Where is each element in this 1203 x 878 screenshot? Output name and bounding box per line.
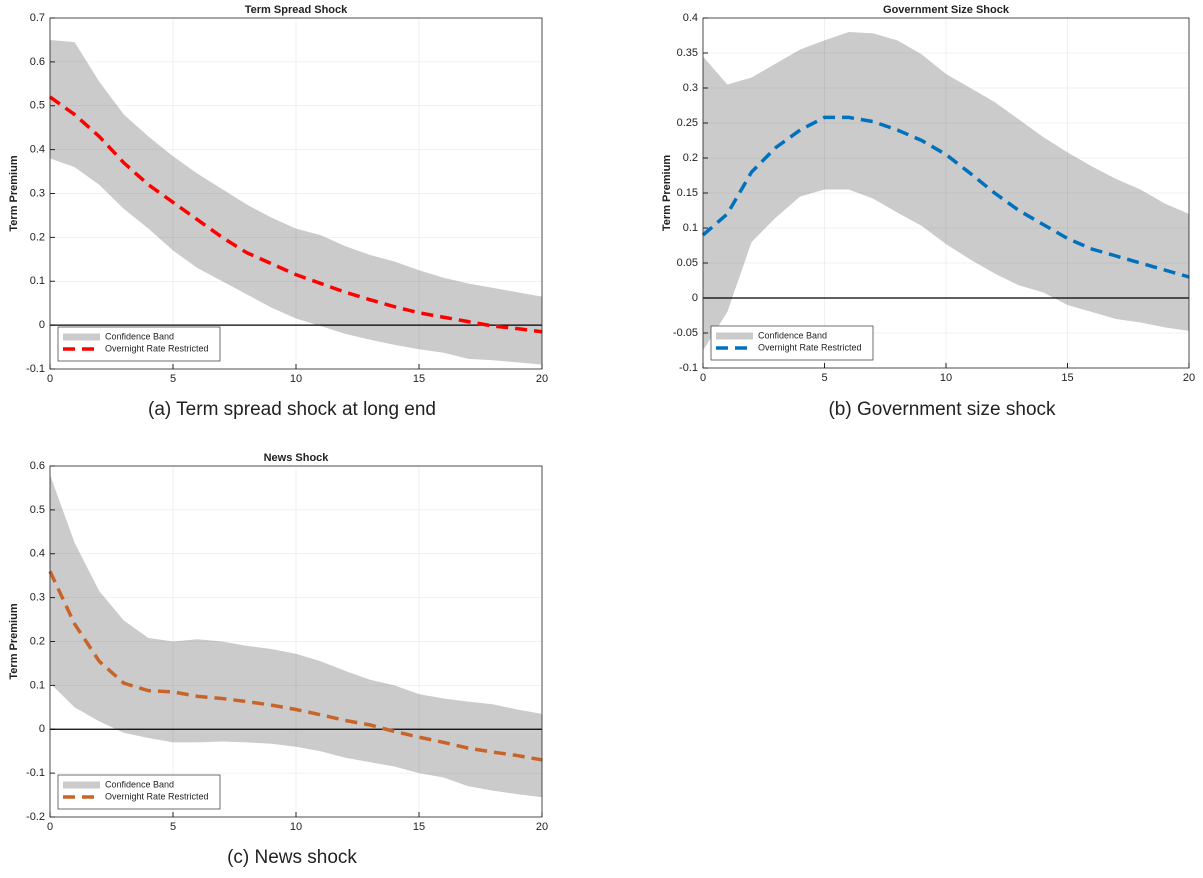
y-tick-label: 0.25 <box>677 117 698 129</box>
y-tick-label: 0.15 <box>677 187 698 199</box>
y-tick-label: 0.5 <box>30 504 45 516</box>
x-tick-label: 10 <box>290 373 302 385</box>
y-tick-label: 0.1 <box>30 679 45 691</box>
y-tick-label: 0.4 <box>683 12 698 24</box>
y-tick-label: 0.4 <box>30 548 45 560</box>
line <box>701 115 1190 279</box>
legend-swatch <box>63 333 100 341</box>
y-tick-label: 0.6 <box>30 460 45 472</box>
legend-swatch <box>63 781 100 789</box>
y-tick-label: -0.2 <box>26 811 45 823</box>
chart-title: News Shock <box>264 452 330 464</box>
axes-frame <box>49 17 543 370</box>
legend-label: Overnight Rate Restricted <box>758 342 862 352</box>
legend-box <box>57 774 221 810</box>
y-axis-label: Term Premium <box>8 155 20 231</box>
x-tick-label: 5 <box>170 821 176 833</box>
x-tick-label: 15 <box>413 373 425 385</box>
confidence-band <box>50 39 542 365</box>
x-tick-label: 0 <box>47 821 53 833</box>
y-tick-label: 0 <box>692 292 698 304</box>
line <box>48 570 543 762</box>
y-tick-label: -0.05 <box>673 327 698 339</box>
legend-label: Overnight Rate Restricted <box>105 791 209 801</box>
y-tick-label: 0.2 <box>30 635 45 647</box>
x-tick-label: 20 <box>1183 372 1195 384</box>
x-tick-label: 15 <box>1061 372 1073 384</box>
y-tick-label: -0.1 <box>26 767 45 779</box>
caption: (b) Government size shock <box>828 399 1056 420</box>
y-tick-label: 0.3 <box>30 187 45 199</box>
x-tick-label: 5 <box>821 372 827 384</box>
x-tick-label: 0 <box>700 372 706 384</box>
legend-label: Confidence Band <box>105 779 174 789</box>
legend-label: Confidence Band <box>105 331 174 341</box>
legend-box <box>710 325 874 361</box>
x-tick-label: 20 <box>536 373 548 385</box>
legend-label: Confidence Band <box>758 330 827 340</box>
axes-frame <box>702 17 1190 369</box>
y-axis-label: Term Premium <box>661 155 673 231</box>
legend-box <box>57 326 221 362</box>
y-tick-label: -0.1 <box>679 362 698 374</box>
x-tick-label: 20 <box>536 821 548 833</box>
x-tick-label: 5 <box>170 373 176 385</box>
y-tick-label: 0.4 <box>30 144 45 156</box>
y-tick-label: 0.05 <box>677 257 698 269</box>
y-tick-label: 0.1 <box>683 222 698 234</box>
y-tick-label: 0.3 <box>683 82 698 94</box>
y-tick-label: -0.1 <box>26 363 45 375</box>
y-tick-label: 0.5 <box>30 100 45 112</box>
y-axis-label: Term Premium <box>8 603 20 679</box>
chart-title: Government Size Shock <box>883 4 1010 16</box>
confidence-band <box>703 32 1189 351</box>
y-tick-label: 0.2 <box>683 152 698 164</box>
caption: (c) News shock <box>227 847 357 868</box>
caption: (a) Term spread shock at long end <box>148 399 436 420</box>
axes-frame <box>49 465 543 818</box>
x-tick-label: 0 <box>47 373 53 385</box>
y-tick-label: 0.35 <box>677 47 698 59</box>
x-tick-label: 15 <box>413 821 425 833</box>
y-tick-label: 0 <box>39 723 45 735</box>
x-tick-label: 10 <box>290 821 302 833</box>
line <box>48 95 543 334</box>
chart-title: Term Spread Shock <box>245 4 348 16</box>
confidence-band <box>50 474 542 798</box>
legend-swatch <box>716 332 753 340</box>
y-tick-label: 0.3 <box>30 592 45 604</box>
x-tick-label: 10 <box>940 372 952 384</box>
legend-label: Overnight Rate Restricted <box>105 343 209 353</box>
y-tick-label: 0.2 <box>30 231 45 243</box>
y-tick-label: 0.7 <box>30 12 45 24</box>
y-tick-label: 0.6 <box>30 56 45 68</box>
y-tick-label: 0 <box>39 319 45 331</box>
y-tick-label: 0.1 <box>30 275 45 287</box>
